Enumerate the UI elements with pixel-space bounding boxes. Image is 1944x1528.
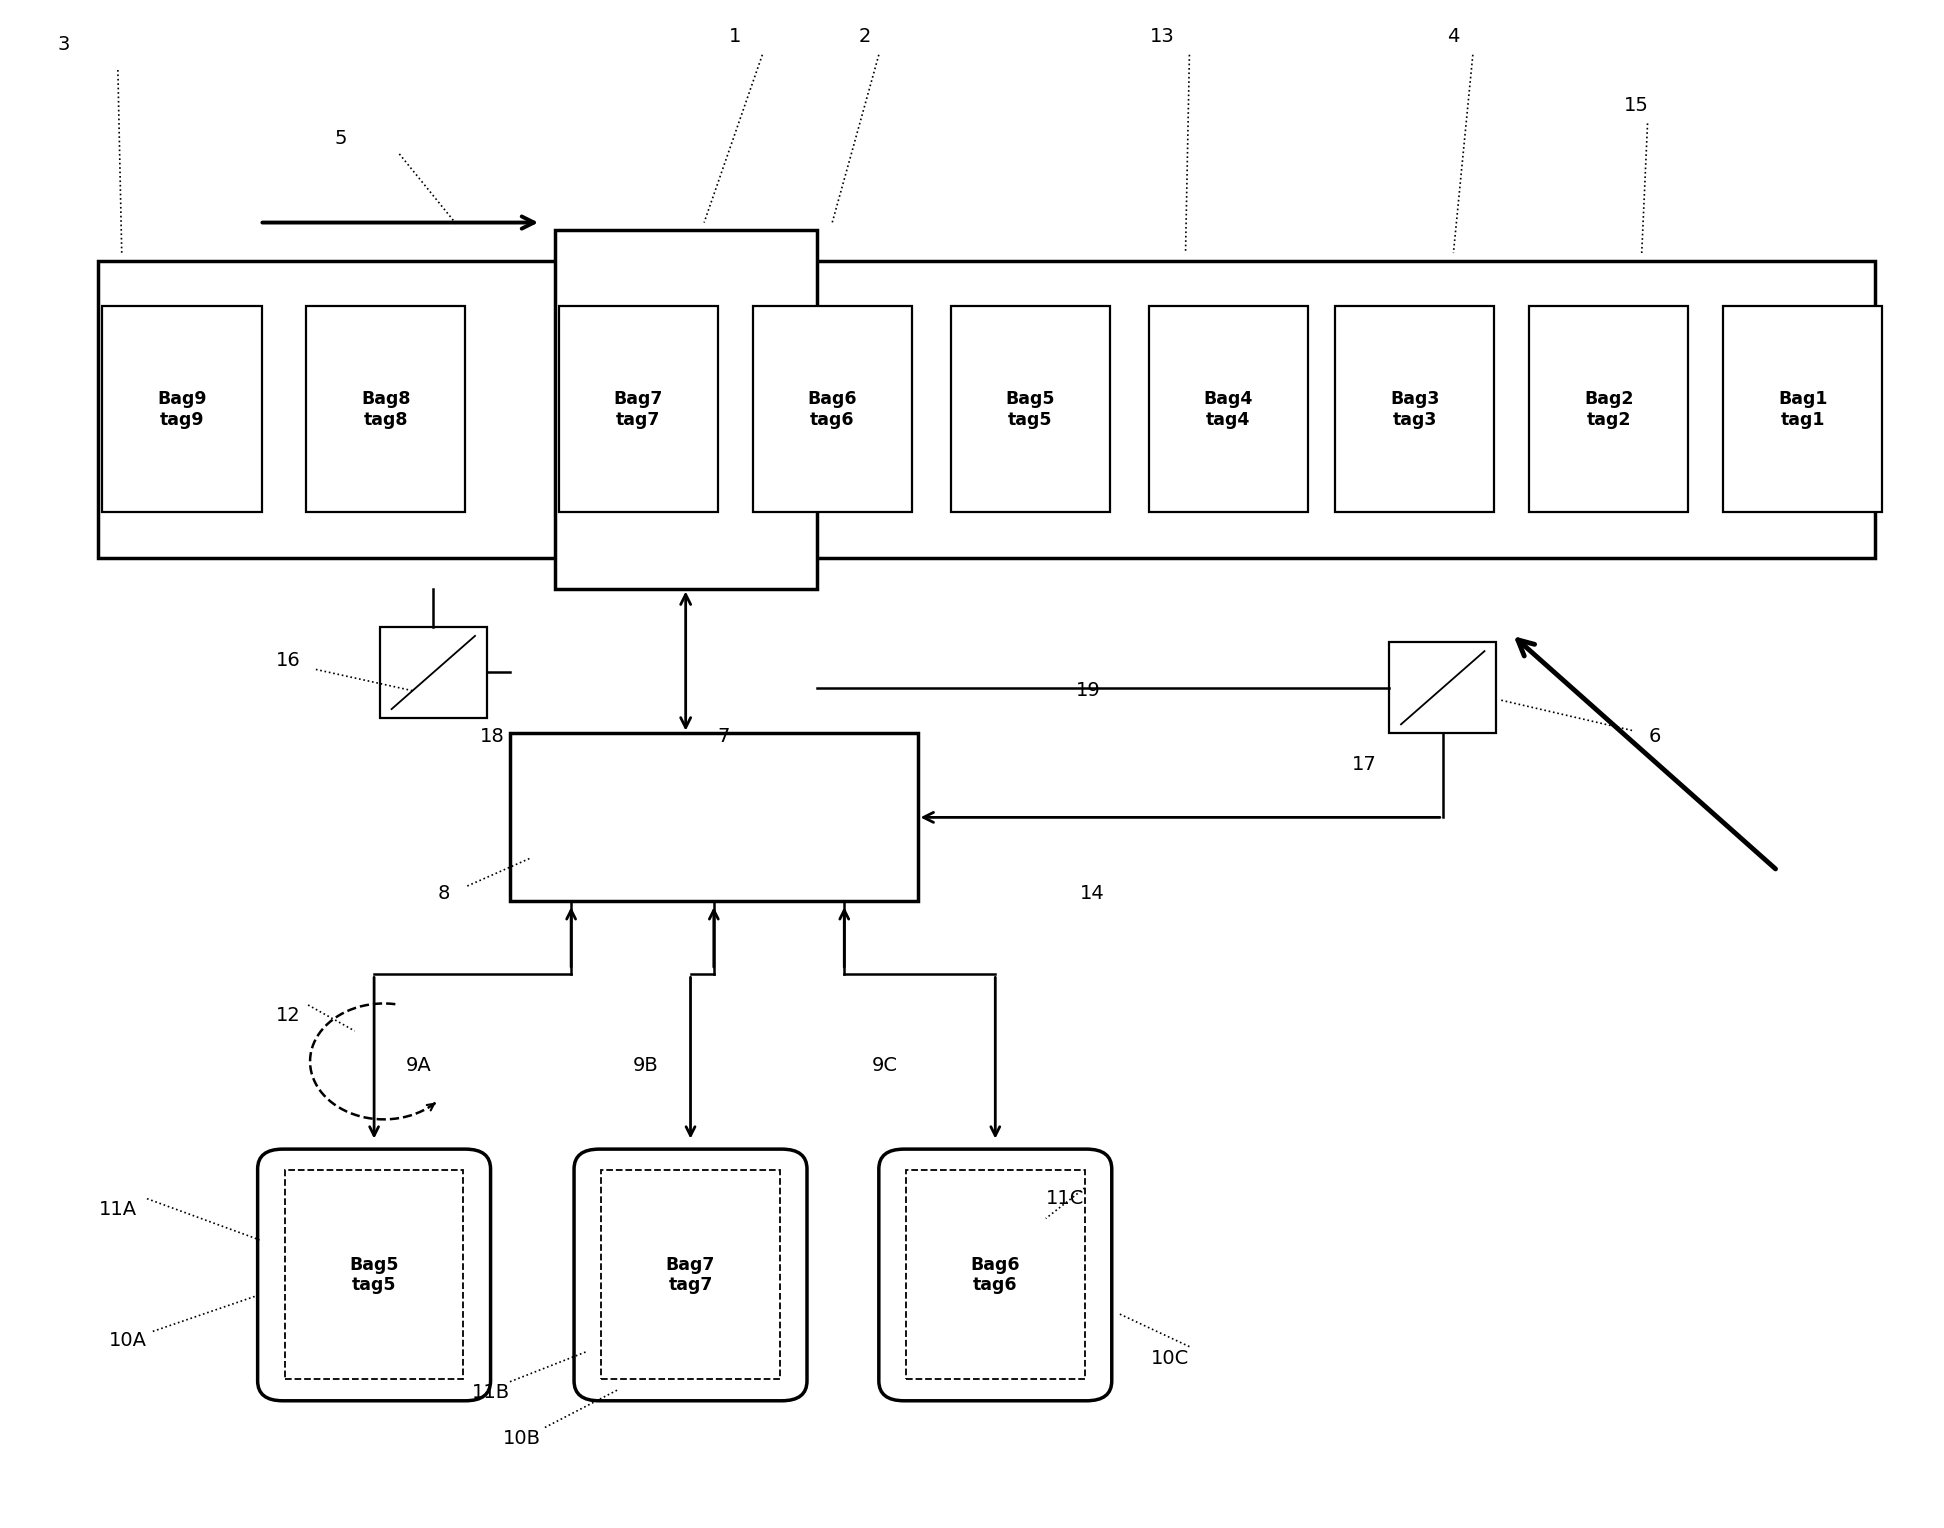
- Text: 5: 5: [334, 130, 348, 148]
- Bar: [601, 1170, 780, 1380]
- Bar: [379, 626, 486, 718]
- Bar: [286, 1170, 463, 1380]
- Text: 13: 13: [1149, 28, 1174, 46]
- Text: Bag6
tag6: Bag6 tag6: [807, 390, 857, 429]
- Text: Bag9
tag9: Bag9 tag9: [157, 390, 206, 429]
- Bar: [305, 307, 465, 512]
- Bar: [103, 307, 262, 512]
- Text: Bag5
tag5: Bag5 tag5: [1005, 390, 1056, 429]
- Text: 4: 4: [1446, 28, 1460, 46]
- Text: Bag7
tag7: Bag7 tag7: [667, 1256, 715, 1294]
- Text: 12: 12: [276, 1005, 301, 1025]
- Text: 7: 7: [717, 727, 729, 746]
- Bar: [906, 1170, 1085, 1380]
- Text: 10B: 10B: [503, 1429, 540, 1447]
- Text: 14: 14: [1081, 885, 1104, 903]
- Text: 3: 3: [56, 35, 70, 53]
- Bar: [1530, 307, 1687, 512]
- Bar: [752, 307, 912, 512]
- Text: Bag3
tag3: Bag3 tag3: [1390, 390, 1439, 429]
- Text: 2: 2: [859, 28, 871, 46]
- Text: 9B: 9B: [634, 1056, 659, 1076]
- Text: Bag6
tag6: Bag6 tag6: [970, 1256, 1021, 1294]
- Text: 10A: 10A: [109, 1331, 146, 1351]
- Bar: [509, 733, 918, 902]
- Bar: [1390, 642, 1497, 733]
- Text: 8: 8: [437, 885, 451, 903]
- Text: 18: 18: [480, 727, 505, 746]
- Text: 1: 1: [729, 28, 741, 46]
- Bar: [1722, 307, 1882, 512]
- Bar: [1149, 307, 1308, 512]
- Bar: [1336, 307, 1495, 512]
- Text: 16: 16: [276, 651, 301, 669]
- FancyBboxPatch shape: [259, 1149, 490, 1401]
- Text: 10C: 10C: [1151, 1349, 1190, 1369]
- Text: 6: 6: [1649, 727, 1662, 746]
- FancyBboxPatch shape: [879, 1149, 1112, 1401]
- Bar: [99, 261, 1874, 558]
- Text: 9C: 9C: [871, 1056, 898, 1076]
- Text: Bag4
tag4: Bag4 tag4: [1203, 390, 1254, 429]
- Text: 19: 19: [1077, 681, 1100, 700]
- Bar: [951, 307, 1110, 512]
- Text: Bag1
tag1: Bag1 tag1: [1779, 390, 1827, 429]
- Text: Bag7
tag7: Bag7 tag7: [614, 390, 663, 429]
- FancyBboxPatch shape: [573, 1149, 807, 1401]
- Text: 15: 15: [1623, 96, 1649, 115]
- Text: Bag5
tag5: Bag5 tag5: [350, 1256, 399, 1294]
- Text: 17: 17: [1351, 755, 1376, 773]
- Text: Bag8
tag8: Bag8 tag8: [362, 390, 410, 429]
- Bar: [554, 231, 816, 588]
- Text: Bag2
tag2: Bag2 tag2: [1584, 390, 1633, 429]
- Bar: [558, 307, 717, 512]
- Text: 11B: 11B: [472, 1383, 509, 1401]
- Text: 11A: 11A: [99, 1199, 136, 1219]
- Text: 11C: 11C: [1046, 1189, 1085, 1209]
- Text: 9A: 9A: [406, 1056, 432, 1076]
